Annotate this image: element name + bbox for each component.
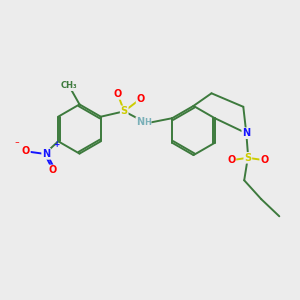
Text: ⁻: ⁻	[15, 140, 20, 149]
Text: O: O	[49, 165, 57, 176]
Text: S: S	[244, 153, 251, 163]
Text: +: +	[53, 140, 59, 149]
Text: N: N	[42, 149, 50, 159]
Text: S: S	[121, 106, 128, 116]
Text: CH₃: CH₃	[61, 81, 77, 90]
Text: O: O	[260, 155, 269, 165]
Text: O: O	[113, 89, 122, 99]
Text: H: H	[144, 118, 151, 127]
Text: O: O	[136, 94, 145, 104]
Text: O: O	[227, 155, 236, 165]
Text: O: O	[22, 146, 30, 157]
Text: N: N	[136, 117, 145, 127]
Text: N: N	[242, 128, 250, 138]
